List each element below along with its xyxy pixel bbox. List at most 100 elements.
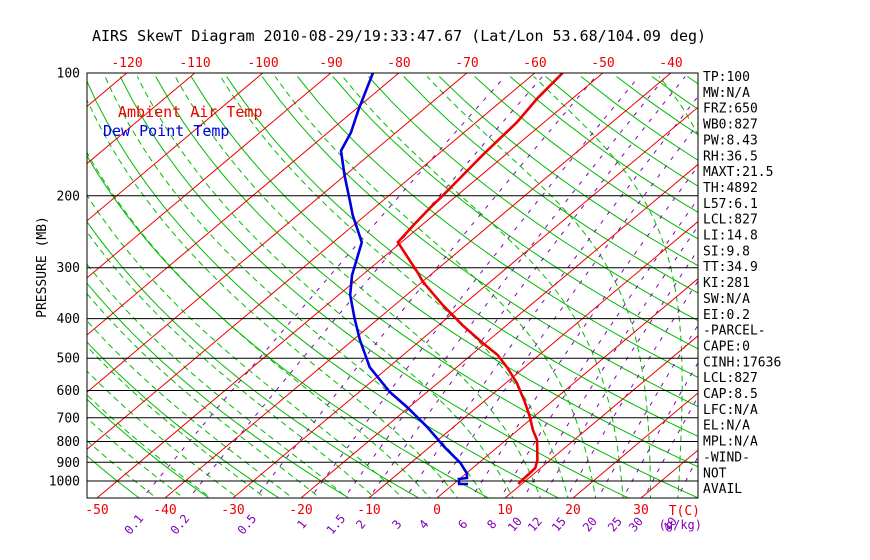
bottom-temp-tick-label: 0 xyxy=(433,503,441,518)
stat-line: EI:0.2 xyxy=(703,308,750,323)
bottom-temp-tick-label: 10 xyxy=(497,503,513,518)
mixing-ratio-tick-label: 6 xyxy=(455,517,470,532)
moist-adiabat-line xyxy=(87,394,212,498)
pressure-tick-label: 300 xyxy=(57,261,80,276)
stat-line: CAPE:0 xyxy=(703,339,750,354)
pressure-axis-label: PRESSURE (MB) xyxy=(35,216,50,318)
mixing-ratio-line xyxy=(188,76,543,498)
mixing-ratio-line xyxy=(343,76,667,498)
isotherm-line xyxy=(87,73,400,336)
dry-adiabat-line xyxy=(87,398,210,498)
mixing-ratio-unit-label: (g/kg) xyxy=(659,518,702,532)
stat-line: -PARCEL- xyxy=(703,324,766,339)
stat-line: LFC:N/A xyxy=(703,403,758,418)
stat-line: -WIND- xyxy=(703,450,750,465)
isotherm-line xyxy=(87,73,264,222)
mixing-ratio-tick-label: 20 xyxy=(580,514,600,534)
moist-adiabat-line xyxy=(87,231,376,498)
mixing-ratio-tick-label: 12 xyxy=(525,514,545,534)
dry-adiabat-line xyxy=(87,154,490,498)
moist-adiabat-line xyxy=(87,320,294,498)
dry-adiabat-line xyxy=(226,76,698,437)
isotherm-line xyxy=(504,335,698,498)
sounding-curves xyxy=(339,73,564,486)
moist-adiabat-line xyxy=(87,151,431,498)
mixing-ratio-line xyxy=(499,198,698,498)
mixing-ratio-tick-label: 2 xyxy=(353,517,368,532)
mixing-ratio-line xyxy=(597,324,698,498)
dry-adiabat-line xyxy=(119,76,630,498)
stat-line: LCL:827 xyxy=(703,371,758,386)
legend-dew-point-temp: Dew Point Temp xyxy=(103,122,229,140)
top-temp-tick-label: -120 xyxy=(111,56,142,71)
isotherm-line xyxy=(232,106,698,498)
dry-adiabat-line xyxy=(651,76,698,110)
moist-adiabat-line xyxy=(87,263,349,498)
isotherm-line xyxy=(572,392,698,498)
isotherm-lines xyxy=(87,73,698,498)
dry-adiabat-line xyxy=(438,76,698,267)
bottom-temp-tick-label: 30 xyxy=(633,503,649,518)
dry-adiabat-line xyxy=(87,455,140,498)
isotherm-line xyxy=(368,220,698,498)
mixing-ratio-line xyxy=(522,225,698,498)
mixing-ratio-line xyxy=(368,76,686,498)
bottom-temp-tick-label: -10 xyxy=(357,503,380,518)
page-title: AIRS SkewT Diagram 2010-08-29/19:33:47.6… xyxy=(92,27,706,45)
stat-line: NOT xyxy=(703,466,727,481)
stat-line: WB0:827 xyxy=(703,118,758,133)
stat-line: TT:34.9 xyxy=(703,260,758,275)
stat-line: SW:N/A xyxy=(703,292,750,307)
top-temp-tick-label: -60 xyxy=(523,56,546,71)
bottom-temp-tick-label: -30 xyxy=(221,503,244,518)
moist-adiabat-line xyxy=(87,440,158,498)
mixing-ratio-line xyxy=(470,165,698,498)
isotherm-line xyxy=(300,163,698,498)
moist-adiabat-line xyxy=(274,76,597,498)
top-temp-tick-label: -70 xyxy=(455,56,478,71)
isotherm-line xyxy=(87,73,536,450)
moist-adiabat-line xyxy=(87,194,404,498)
dry-adiabat-line xyxy=(87,341,280,498)
mixing-ratio-line xyxy=(141,76,506,498)
dry-adiabat-line xyxy=(474,76,698,240)
stat-line: CINH:17636 xyxy=(703,355,781,370)
mixing-ratio-tick-label: 8 xyxy=(484,517,499,532)
mixing-ratio-line xyxy=(309,76,640,498)
stat-line: AVAIL xyxy=(703,482,742,497)
dew-point-curve xyxy=(339,73,469,486)
dry-adiabat-line xyxy=(261,76,698,408)
legend-ambient-air-temp: Ambient Air Temp xyxy=(118,103,263,121)
ambient-temp-curve xyxy=(396,73,564,485)
bottom-temp-tick-label: -40 xyxy=(153,503,176,518)
mixing-ratio-lines xyxy=(141,76,698,498)
stat-line: RH:36.5 xyxy=(703,149,758,164)
mixing-ratio-tick-label: 3 xyxy=(389,517,404,532)
mixing-ratio-tick-label: 0.1 xyxy=(122,512,147,538)
pressure-tick-label: 900 xyxy=(57,456,80,471)
isotherm-line xyxy=(436,278,698,498)
moist-adiabat-line xyxy=(426,76,651,498)
mixing-ratio-line xyxy=(541,249,698,498)
bottom-temp-tick-label: -20 xyxy=(289,503,312,518)
stat-line: PW:8.43 xyxy=(703,133,758,148)
mixing-ratio-tick-label: 4 xyxy=(416,517,431,532)
top-temp-tick-label: -100 xyxy=(247,56,278,71)
stat-line: TH:4892 xyxy=(703,181,758,196)
mixing-ratio-line xyxy=(622,361,698,498)
top-temp-tick-label: -80 xyxy=(387,56,410,71)
top-temp-tick-label: -110 xyxy=(179,56,210,71)
pressure-tick-label: 1000 xyxy=(49,475,80,490)
dry-adiabat-line xyxy=(403,76,698,294)
stat-line: MW:N/A xyxy=(703,86,750,101)
mixing-ratio-line xyxy=(565,280,698,498)
stat-line: TP:100 xyxy=(703,70,750,85)
moist-adiabat-line xyxy=(87,345,267,498)
stat-line: EL:N/A xyxy=(703,419,750,434)
mixing-ratio-tick-label: 1.5 xyxy=(324,512,349,538)
stat-line: LI:14.8 xyxy=(703,229,758,244)
top-temp-tick-label: -40 xyxy=(659,56,682,71)
stat-line: SI:9.8 xyxy=(703,244,750,259)
